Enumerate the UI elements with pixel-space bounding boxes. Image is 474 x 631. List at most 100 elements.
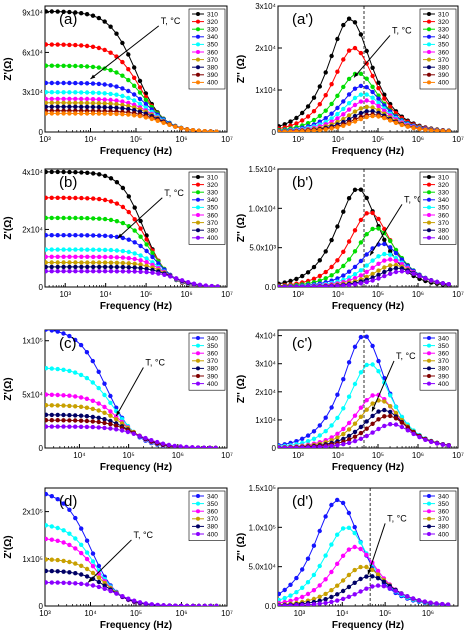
data-point-310 — [102, 19, 107, 24]
data-point-400 — [335, 283, 340, 287]
y-axis-title: Z'(Ω) — [3, 216, 14, 239]
legend-marker — [427, 57, 431, 62]
data-point-400 — [102, 269, 108, 274]
data-point-360 — [49, 392, 54, 397]
data-point-350 — [45, 366, 49, 371]
legend-label: 360 — [207, 509, 218, 516]
data-point-400 — [317, 284, 322, 287]
data-point-400 — [423, 276, 428, 281]
data-point-340 — [84, 538, 90, 543]
data-point-370 — [61, 100, 66, 106]
data-point-370 — [96, 101, 102, 106]
data-point-350 — [358, 268, 364, 273]
data-point-320 — [346, 239, 352, 244]
data-point-350 — [73, 536, 78, 541]
data-point-340 — [358, 83, 364, 89]
data-point-310 — [102, 173, 108, 179]
data-point-340 — [300, 567, 305, 572]
data-point-340 — [61, 331, 66, 336]
data-point-400 — [411, 271, 416, 276]
data-point-380 — [73, 413, 78, 418]
data-point-310 — [61, 9, 66, 14]
legend-label: 340 — [438, 493, 449, 500]
data-point-370 — [138, 262, 143, 267]
data-point-400 — [214, 603, 219, 606]
data-point-310 — [91, 171, 96, 176]
data-point-370 — [341, 116, 346, 122]
legend-box — [419, 171, 457, 245]
data-point-340 — [352, 86, 358, 91]
data-point-380 — [55, 412, 60, 418]
data-point-350 — [67, 247, 72, 252]
data-point-370 — [45, 100, 49, 105]
data-point-320 — [323, 93, 328, 98]
x-tick-label: 10⁷ — [452, 290, 464, 299]
data-point-400 — [79, 581, 84, 586]
data-point-370 — [364, 407, 369, 412]
data-point-340 — [358, 258, 364, 264]
data-point-380 — [388, 409, 393, 415]
data-point-360 — [67, 542, 72, 548]
data-point-360 — [335, 431, 340, 436]
data-point-350 — [358, 540, 363, 545]
data-point-350 — [335, 415, 340, 421]
data-point-330 — [144, 242, 149, 247]
y-tick-label: 1x10⁵ — [22, 337, 43, 346]
data-point-400 — [179, 126, 184, 131]
data-point-350 — [305, 580, 311, 585]
data-point-330 — [150, 250, 155, 256]
data-point-400 — [90, 424, 96, 430]
x-tick-label: 10⁷ — [221, 451, 233, 460]
data-point-400 — [184, 444, 189, 448]
legend-label: 340 — [207, 493, 218, 500]
series-line-380 — [45, 570, 217, 606]
data-point-310 — [323, 70, 328, 75]
legend-label: 360 — [207, 351, 218, 358]
y-tick-label: 6x10⁴ — [22, 48, 43, 57]
data-point-380 — [79, 104, 84, 110]
data-point-350 — [376, 254, 381, 259]
legend-label: 380 — [207, 366, 218, 373]
data-point-340 — [341, 99, 346, 104]
data-point-320 — [137, 85, 143, 90]
data-point-400 — [300, 284, 305, 287]
data-point-310 — [45, 169, 48, 175]
data-point-400 — [370, 430, 375, 435]
data-point-400 — [311, 284, 317, 287]
legend-marker — [196, 351, 200, 356]
legend-label: 330 — [207, 190, 218, 197]
data-point-380 — [376, 272, 381, 278]
legend-label: 340 — [207, 34, 218, 41]
data-point-400 — [317, 444, 322, 448]
data-point-340 — [90, 358, 96, 364]
data-point-360 — [305, 591, 311, 597]
temperature-annotation: T, °C — [387, 513, 407, 523]
data-point-360 — [294, 596, 299, 602]
data-point-400 — [358, 116, 364, 122]
x-tick-label: 10⁴ — [336, 609, 349, 618]
legend-marker — [196, 501, 200, 506]
data-point-390 — [73, 418, 78, 423]
data-point-340 — [364, 334, 369, 339]
data-point-380 — [73, 264, 78, 270]
data-point-400 — [149, 602, 154, 606]
data-point-400 — [173, 124, 178, 129]
legend-label: 400 — [207, 531, 218, 538]
data-point-400 — [317, 127, 322, 132]
data-point-320 — [144, 237, 149, 242]
legend-marker — [427, 343, 431, 348]
data-point-340 — [49, 80, 54, 86]
data-point-340 — [96, 81, 102, 87]
data-point-400 — [120, 594, 125, 599]
data-point-400 — [184, 127, 190, 132]
legend-box — [419, 332, 457, 391]
data-point-360 — [341, 426, 346, 432]
data-point-400 — [370, 113, 375, 119]
data-point-350 — [120, 248, 126, 254]
data-point-390 — [393, 416, 399, 421]
x-axis-title: Frequency (Hz) — [332, 620, 404, 631]
data-point-370 — [120, 102, 125, 108]
data-point-320 — [120, 204, 126, 210]
data-point-350 — [294, 590, 299, 595]
data-point-400 — [317, 601, 322, 606]
